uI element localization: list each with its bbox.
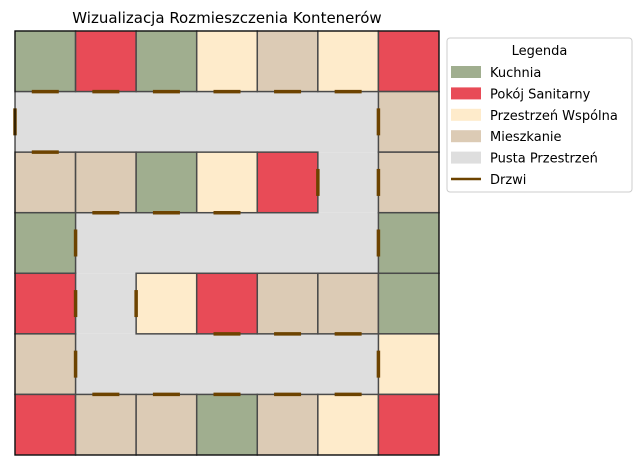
diagram-title: Wizualizacja Rozmieszczenia Kontenerów	[72, 9, 381, 27]
room-common-space	[377, 333, 440, 396]
legend-label: Kuchnia	[490, 66, 541, 81]
room-apartment	[256, 272, 319, 335]
room-kitchen	[14, 211, 77, 275]
floor-plan	[13, 30, 440, 456]
empty-space-area	[75, 273, 137, 334]
room-apartment	[256, 393, 319, 456]
legend-swatch-sanitary-room	[451, 87, 481, 100]
room-common-space	[195, 151, 259, 214]
room-common-space	[135, 272, 198, 335]
legend-swatch-empty-space	[451, 151, 481, 164]
legend-swatch-apartment	[451, 130, 481, 143]
room-apartment	[74, 393, 137, 456]
legend-label: Drzwi	[490, 173, 526, 188]
legend-title: Legenda	[512, 44, 568, 59]
legend-box	[446, 37, 633, 193]
empty-space-area	[75, 333, 379, 395]
room-sanitary-room	[14, 272, 77, 335]
room-sanitary-room	[377, 393, 440, 456]
room-sanitary-room	[195, 272, 259, 335]
room-kitchen	[377, 272, 440, 335]
room-apartment	[377, 90, 440, 153]
legend-swatch-common-space	[451, 108, 481, 121]
legend: Legenda Kuchnia Pokój Sanitarny Przestrzeń…	[446, 37, 633, 193]
room-common-space	[317, 30, 380, 93]
legend-label: Mieszkanie	[490, 130, 562, 145]
room-sanitary-room	[14, 393, 77, 456]
room-sanitary-room	[377, 30, 440, 93]
legend-label: Pusta Przestrzeń	[490, 152, 598, 167]
legend-swatch-kitchen	[451, 66, 481, 78]
room-sanitary-room	[256, 151, 319, 214]
room-apartment	[377, 151, 440, 214]
room-kitchen	[135, 151, 198, 214]
plot-frame	[14, 30, 440, 456]
room-apartment	[256, 30, 319, 93]
room-apartment	[317, 272, 380, 335]
room-apartment	[14, 333, 77, 396]
room-common-space	[195, 30, 259, 93]
empty-space-area	[317, 152, 379, 213]
room-kitchen	[377, 211, 440, 275]
room-sanitary-room	[74, 30, 137, 93]
room-apartment	[135, 393, 198, 456]
legend-label: Przestrzeń Wspólna	[490, 109, 618, 124]
legend-label: Pokój Sanitarny	[490, 87, 591, 102]
room-kitchen	[135, 30, 198, 93]
room-kitchen	[195, 393, 259, 456]
empty-space-area	[15, 91, 379, 153]
room-kitchen	[14, 30, 77, 93]
empty-space-area	[75, 212, 379, 274]
room-apartment	[74, 151, 137, 214]
room-apartment	[14, 151, 77, 214]
room-common-space	[317, 393, 380, 456]
